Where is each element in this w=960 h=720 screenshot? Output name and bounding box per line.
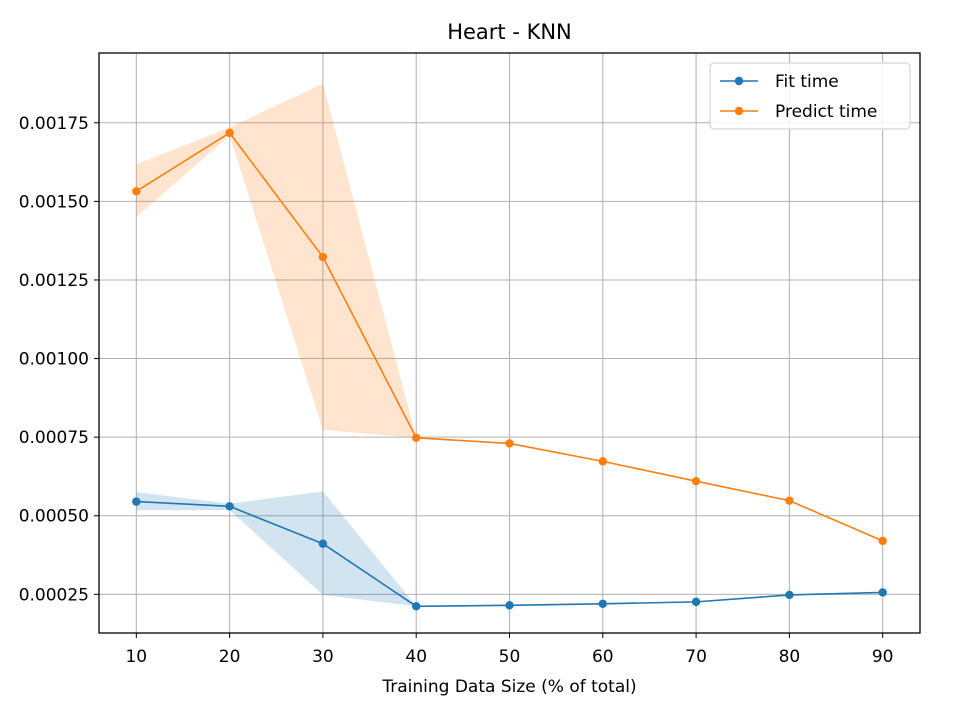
point-predict-time	[691, 476, 701, 486]
point-fit-time	[505, 601, 514, 610]
x-tick-label: 20	[219, 647, 241, 667]
x-tick-label: 10	[125, 647, 147, 667]
band-fit-time	[136, 491, 883, 607]
confidence-bands	[136, 83, 883, 607]
legend-marker-predict-time	[734, 106, 744, 116]
legend-marker-fit-time	[734, 76, 744, 86]
y-tick-label: 0.00125	[19, 271, 89, 291]
point-fit-time	[132, 497, 141, 506]
point-predict-time	[318, 252, 328, 262]
y-axis-ticks: 0.00025 0.00050 0.00075 0.00100 0.00125 0.001…	[19, 114, 99, 605]
x-axis-ticks: 10 20 30 40 50 60 70 80 90	[125, 633, 894, 667]
legend-label-fit-time: Fit time	[775, 72, 839, 92]
legend-label-predict-time: Predict time	[775, 102, 877, 122]
x-tick-label: 40	[405, 647, 427, 667]
point-fit-time	[878, 588, 887, 597]
x-axis-title: Training Data Size (% of total)	[381, 677, 636, 697]
y-tick-label: 0.00025	[19, 585, 89, 605]
x-tick-label: 60	[592, 647, 614, 667]
y-tick-label: 0.00175	[19, 114, 89, 134]
x-tick-label: 70	[685, 647, 707, 667]
legend-box	[709, 62, 911, 130]
x-tick-label: 80	[779, 647, 801, 667]
point-predict-time	[412, 433, 421, 442]
point-fit-time	[412, 602, 421, 611]
point-fit-time	[785, 590, 794, 600]
point-predict-time	[225, 128, 234, 138]
gridlines	[99, 53, 920, 633]
point-fit-time	[598, 599, 607, 608]
series-markers	[132, 128, 887, 611]
point-predict-time	[878, 536, 887, 546]
point-predict-time	[598, 457, 607, 466]
point-predict-time	[132, 187, 141, 196]
point-predict-time	[505, 439, 514, 448]
chart-title: Heart - KNN	[447, 20, 572, 44]
y-tick-label: 0.00050	[19, 507, 89, 527]
x-tick-label: 50	[499, 647, 521, 667]
x-tick-label: 90	[872, 647, 894, 667]
band-predict-time	[136, 83, 883, 541]
y-tick-label: 0.00150	[19, 192, 89, 212]
point-fit-time	[225, 502, 234, 511]
x-tick-label: 30	[312, 647, 334, 667]
y-tick-label: 0.00075	[19, 428, 89, 448]
point-predict-time	[785, 496, 794, 505]
point-fit-time	[318, 539, 328, 548]
y-tick-label: 0.00100	[19, 350, 89, 370]
legend: Fit time Predict time	[709, 62, 911, 130]
point-fit-time	[691, 597, 701, 607]
